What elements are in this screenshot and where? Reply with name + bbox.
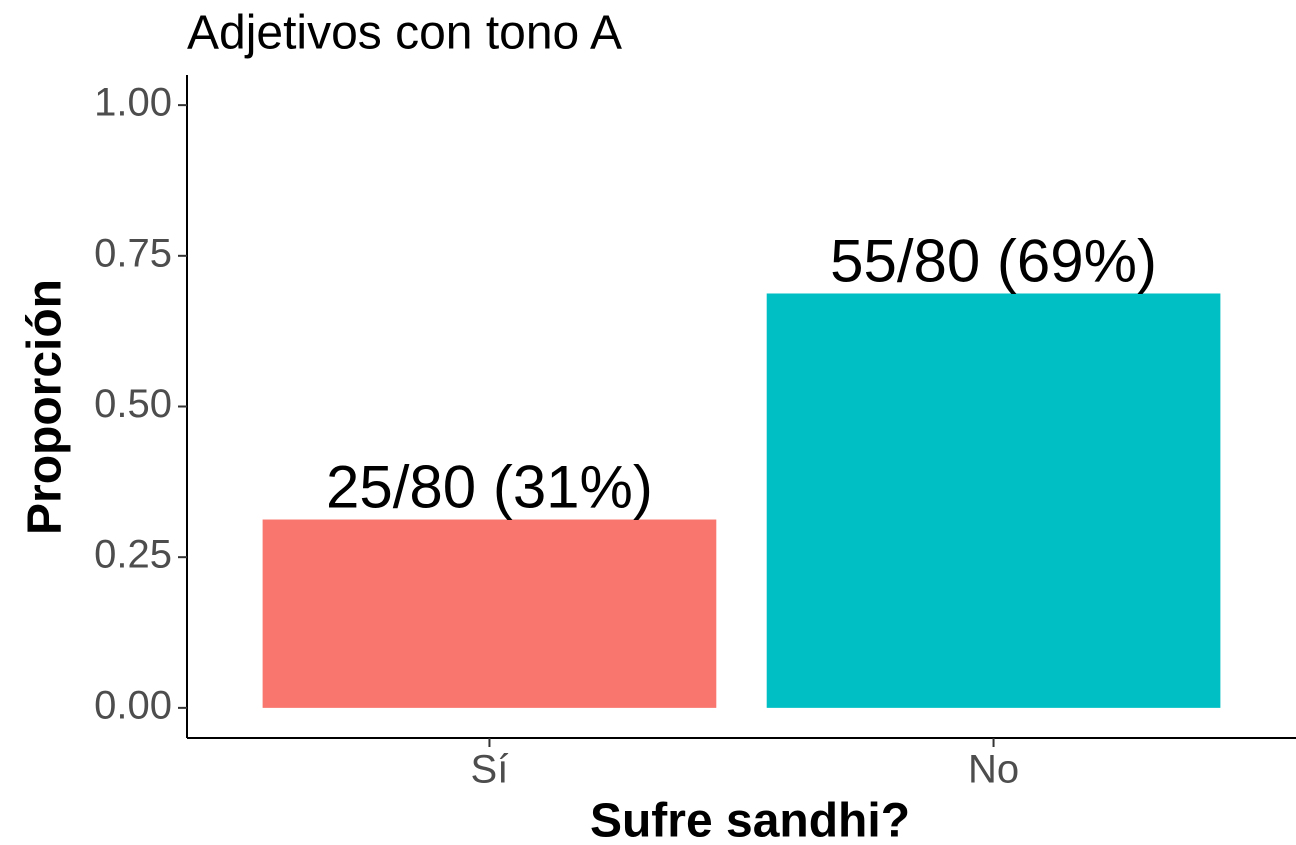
x-tick-label: No (968, 748, 1019, 792)
chart-title: Adjetivos con tono A (187, 7, 622, 60)
bar (262, 519, 717, 708)
y-tick-label: 0.75 (94, 231, 172, 275)
y-tick-label: 0.50 (94, 382, 172, 426)
y-axis-title: Proporción (19, 279, 72, 535)
y-tick-label: 0.25 (94, 533, 172, 577)
x-axis-title: Sufre sandhi? (590, 795, 910, 845)
value-label: 55/80 (69%) (830, 227, 1157, 294)
y-tick-label: 0.00 (94, 683, 172, 727)
bar (766, 293, 1221, 708)
x-tick-label: Sí (471, 748, 509, 792)
y-tick-label: 1.00 (94, 81, 172, 125)
value-label: 25/80 (31%) (326, 454, 653, 521)
